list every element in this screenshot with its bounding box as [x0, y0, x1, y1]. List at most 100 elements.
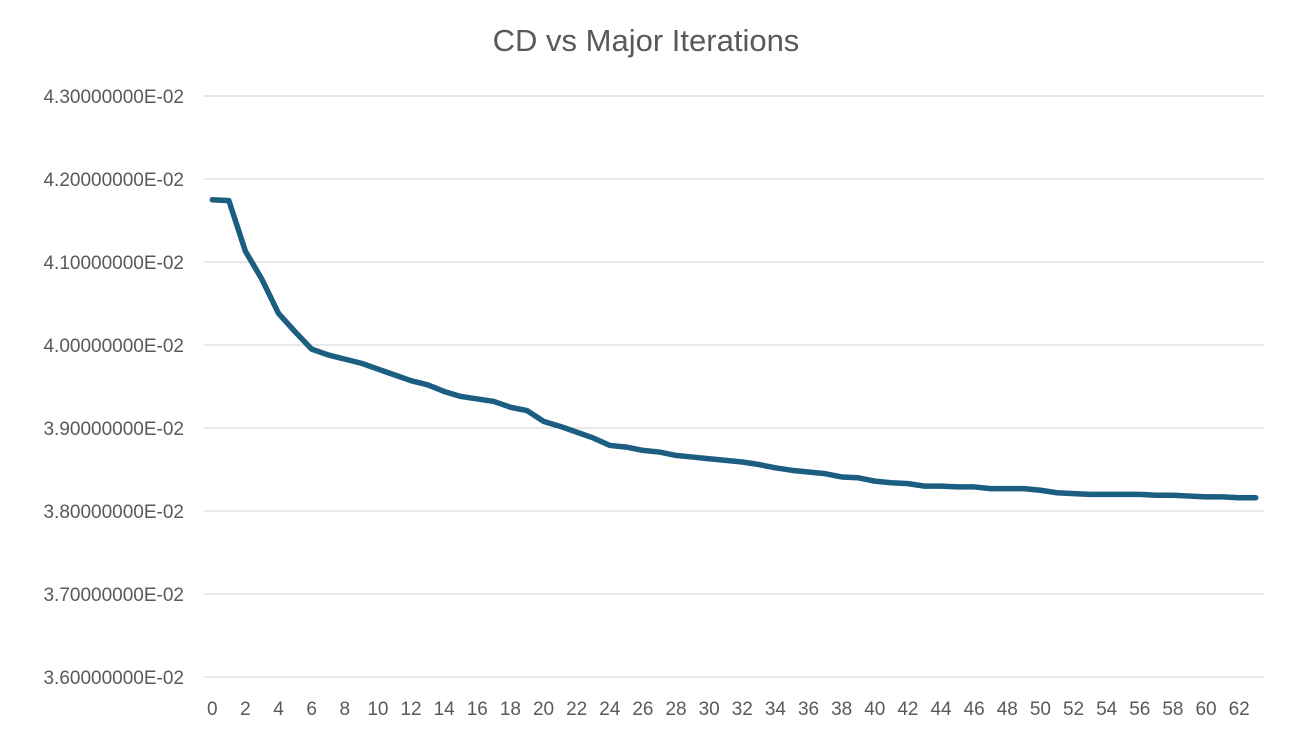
data-point — [524, 408, 529, 413]
x-tick-label: 48 — [997, 699, 1018, 720]
data-point — [558, 424, 563, 429]
x-tick-label: 22 — [566, 699, 587, 720]
x-axis-tick-labels: 0 2 4 6 8 10 12 14 16 18 20 22 24 26 28 30 32 34 36 38 40 42 4… — [207, 699, 1250, 720]
data-point — [1021, 486, 1026, 491]
data-point — [375, 367, 380, 372]
data-point — [425, 382, 430, 387]
data-point — [1154, 493, 1159, 498]
x-tick-label: 56 — [1129, 699, 1150, 720]
data-point — [839, 474, 844, 479]
data-point — [674, 453, 679, 458]
data-point — [988, 486, 993, 491]
y-axis-tick-labels: 4.30000000E-02 4.20000000E-02 4.10000000E-… — [43, 87, 184, 689]
x-tick-label: 20 — [533, 699, 554, 720]
data-point — [591, 435, 596, 440]
x-tick-label: 10 — [367, 699, 388, 720]
data-point — [226, 198, 231, 203]
data-point — [574, 430, 579, 435]
data-point — [740, 460, 745, 465]
data-point — [823, 471, 828, 476]
x-tick-label: 62 — [1229, 699, 1250, 720]
x-tick-label: 12 — [400, 699, 421, 720]
data-point — [905, 481, 910, 486]
data-point — [856, 475, 861, 480]
data-point — [259, 277, 264, 282]
data-point — [624, 445, 629, 450]
data-point — [773, 465, 778, 470]
data-point — [657, 450, 662, 455]
x-tick-label: 32 — [732, 699, 753, 720]
data-point — [458, 394, 463, 399]
data-point — [475, 396, 480, 401]
x-tick-label: 52 — [1063, 699, 1084, 720]
data-point — [1170, 493, 1175, 498]
data-point — [707, 456, 712, 461]
x-tick-label: 6 — [306, 699, 317, 720]
data-point — [276, 311, 281, 316]
data-point — [1071, 491, 1076, 496]
x-tick-label: 8 — [339, 699, 350, 720]
data-point — [640, 448, 645, 453]
data-point — [889, 480, 894, 485]
gridlines — [204, 95, 1264, 678]
x-tick-label: 44 — [930, 699, 952, 720]
x-tick-label: 34 — [765, 699, 787, 720]
data-point — [1054, 490, 1059, 495]
y-tick-label: 4.10000000E-02 — [43, 253, 184, 274]
x-tick-label: 60 — [1195, 699, 1216, 720]
y-tick-label: 3.80000000E-02 — [43, 502, 184, 523]
data-point — [955, 484, 960, 489]
x-tick-label: 14 — [434, 699, 456, 720]
data-point — [1104, 492, 1109, 497]
data-point — [243, 249, 248, 254]
data-point — [409, 378, 414, 383]
y-tick-label: 4.00000000E-02 — [43, 336, 184, 357]
series-layer — [209, 197, 1259, 501]
x-tick-label: 38 — [831, 699, 852, 720]
x-tick-label: 36 — [798, 699, 819, 720]
series-line-cd — [209, 197, 1259, 501]
data-point — [607, 443, 612, 448]
data-point — [1038, 488, 1043, 493]
x-tick-label: 18 — [500, 699, 521, 720]
data-point — [789, 468, 794, 473]
data-point — [1005, 486, 1010, 491]
x-tick-label: 58 — [1162, 699, 1183, 720]
data-point — [690, 455, 695, 460]
chart-title: CD vs Major Iterations — [493, 23, 800, 58]
data-point — [972, 484, 977, 489]
data-point — [806, 469, 811, 474]
data-point — [939, 484, 944, 489]
data-point — [1220, 494, 1225, 499]
data-point — [508, 405, 513, 410]
data-point — [359, 361, 364, 366]
data-point — [1237, 495, 1242, 500]
x-tick-label: 46 — [964, 699, 985, 720]
x-tick-label: 30 — [699, 699, 720, 720]
x-tick-label: 24 — [599, 699, 621, 720]
data-point — [1137, 492, 1142, 497]
x-tick-label: 2 — [240, 699, 251, 720]
data-point — [442, 389, 447, 394]
data-point — [723, 458, 728, 463]
x-tick-label: 26 — [632, 699, 653, 720]
data-point — [1253, 495, 1258, 500]
y-tick-label: 3.90000000E-02 — [43, 419, 184, 440]
data-point — [541, 419, 546, 424]
x-tick-label: 28 — [665, 699, 686, 720]
x-tick-label: 54 — [1096, 699, 1118, 720]
data-point — [491, 399, 496, 404]
data-point — [1204, 494, 1209, 499]
x-tick-label: 50 — [1030, 699, 1051, 720]
data-point — [756, 462, 761, 467]
x-tick-label: 4 — [273, 699, 284, 720]
x-tick-label: 0 — [207, 699, 218, 720]
x-tick-label: 42 — [897, 699, 918, 720]
data-point — [210, 197, 215, 202]
data-point — [309, 347, 314, 352]
data-point — [922, 484, 927, 489]
y-tick-label: 4.30000000E-02 — [43, 87, 184, 108]
data-point — [1187, 494, 1192, 499]
